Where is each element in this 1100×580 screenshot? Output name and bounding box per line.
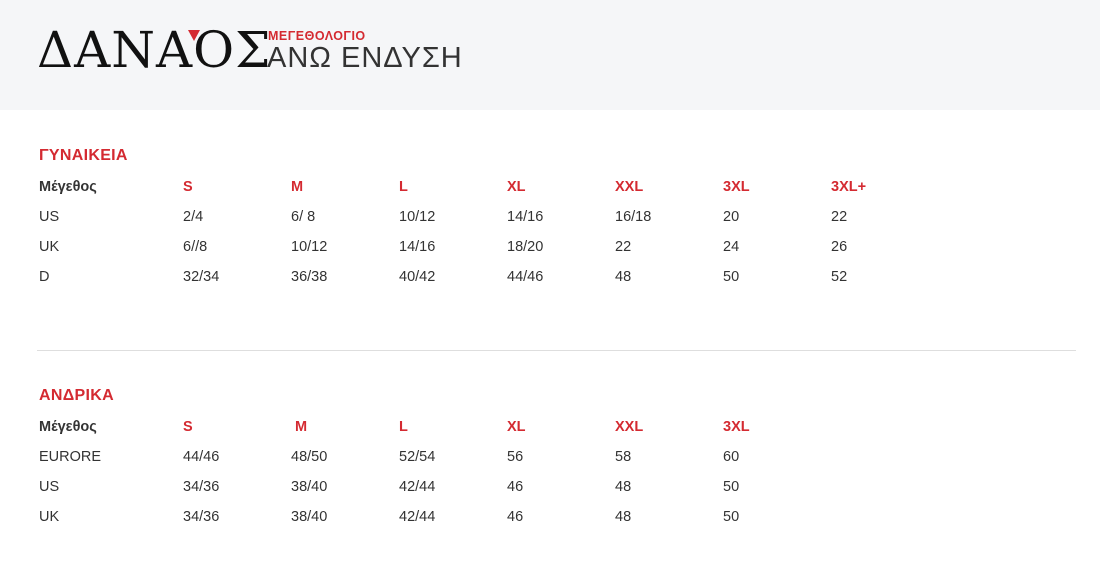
table-cell: 50 [723, 509, 740, 525]
table-cell: 46 [507, 509, 524, 525]
row-label: EURORE [39, 449, 102, 465]
table-cell: 22 [615, 239, 632, 255]
table-cell: 26 [831, 239, 848, 255]
table-cell: 38/40 [291, 479, 328, 495]
table-cell: 42/44 [399, 509, 436, 525]
women-header-size-xxl: XXL [615, 179, 644, 195]
women-section-title: ΓΥΝΑΙΚΕΙΑ [39, 147, 128, 164]
table-cell: 40/42 [399, 269, 436, 285]
table-row: US 34/36 38/40 42/44 46 48 50 [0, 479, 1100, 509]
table-cell: 14/16 [507, 209, 544, 225]
table-cell: 44/46 [183, 449, 220, 465]
row-label: US [39, 209, 60, 225]
men-header-size-m: M [291, 419, 308, 435]
table-cell: 32/34 [183, 269, 220, 285]
table-cell: 46 [507, 479, 524, 495]
table-cell: 48 [615, 269, 632, 285]
women-table-header: Μέγεθος S M L XL XXL 3XL 3XL+ [0, 179, 1100, 209]
men-section-title: ΑΝΔΡΙΚΑ [39, 387, 114, 404]
brand-logo[interactable]: ΔΑΝΑΟΣ [37, 21, 272, 79]
table-cell: 16/18 [615, 209, 652, 225]
page-subtitle: ΜΕΓΕΘΟΛΟΓΙΟ [268, 29, 366, 43]
section-divider [37, 350, 1076, 351]
table-cell: 58 [615, 449, 632, 465]
women-header-size-3xl: 3XL [723, 179, 750, 195]
table-row: US 2/4 6/ 8 10/12 14/16 16/18 20 22 [0, 209, 1100, 239]
logo-accent-triangle [188, 30, 200, 41]
women-header-size-xl: XL [507, 179, 526, 195]
table-cell: 50 [723, 479, 740, 495]
table-cell: 6//8 [183, 239, 208, 255]
table-cell: 2/4 [183, 209, 204, 225]
table-cell: 6/ 8 [291, 209, 316, 225]
table-cell: 48/50 [291, 449, 328, 465]
men-header-size-l: L [399, 419, 408, 435]
header: ΔΑΝΑΟΣ ΜΕΓΕΘΟΛΟΓΙΟ ΑΝΩ ΕΝΔΥΣΗ [0, 0, 1100, 110]
page-title: ΑΝΩ ΕΝΔΥΣΗ [267, 42, 463, 74]
table-cell: 10/12 [399, 209, 436, 225]
table-cell: 34/36 [183, 479, 220, 495]
men-header-size-xxl: XXL [615, 419, 644, 435]
table-cell: 10/12 [291, 239, 328, 255]
table-cell: 52/54 [399, 449, 436, 465]
row-label: US [39, 479, 60, 495]
table-cell: 48 [615, 479, 632, 495]
table-cell: 50 [723, 269, 740, 285]
women-header-size-3xl-plus: 3XL+ [831, 179, 867, 195]
women-header-size-l: L [399, 179, 408, 195]
table-cell: 18/20 [507, 239, 544, 255]
table-cell: 24 [723, 239, 740, 255]
table-cell: 44/46 [507, 269, 544, 285]
table-cell: 42/44 [399, 479, 436, 495]
table-cell: 22 [831, 209, 848, 225]
table-row: EURORE 44/46 48/50 52/54 56 58 60 [0, 449, 1100, 479]
table-cell: 48 [615, 509, 632, 525]
table-cell: 38/40 [291, 509, 328, 525]
men-header-label: Μέγεθος [39, 419, 97, 435]
table-cell: 60 [723, 449, 740, 465]
table-row: D 32/34 36/38 40/42 44/46 48 50 52 [0, 269, 1100, 299]
table-cell: 14/16 [399, 239, 436, 255]
women-header-size-m: M [291, 179, 304, 195]
table-cell: 34/36 [183, 509, 220, 525]
row-label: D [39, 269, 50, 285]
table-cell: 36/38 [291, 269, 328, 285]
men-header-size-xl: XL [507, 419, 526, 435]
table-cell: 20 [723, 209, 740, 225]
table-cell: 56 [507, 449, 524, 465]
table-row: UK 34/36 38/40 42/44 46 48 50 [0, 509, 1100, 539]
women-header-size-s: S [183, 179, 193, 195]
men-header-size-s: S [183, 419, 193, 435]
row-label: UK [39, 239, 60, 255]
men-header-size-3xl: 3XL [723, 419, 750, 435]
row-label: UK [39, 509, 60, 525]
women-header-label: Μέγεθος [39, 179, 97, 195]
men-table-header: Μέγεθος S M L XL XXL 3XL [0, 419, 1100, 449]
table-row: UK 6//8 10/12 14/16 18/20 22 24 26 [0, 239, 1100, 269]
table-cell: 52 [831, 269, 848, 285]
